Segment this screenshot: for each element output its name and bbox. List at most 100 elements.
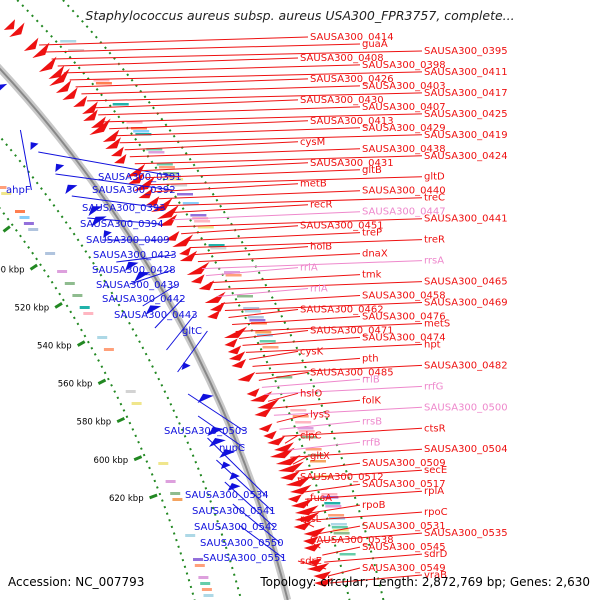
right-label-leader: [324, 553, 423, 563]
right-label-leader: [287, 441, 361, 451]
forward-cds-arrow: [126, 163, 146, 177]
right-gene-label: clpC: [300, 430, 322, 441]
right-gene-label: lysS: [310, 409, 330, 420]
right-label-leader: [92, 99, 299, 109]
right-label-leader: [235, 323, 423, 332]
forward-cds-arrow: [23, 37, 39, 51]
cog-category-bar: [298, 430, 315, 433]
right-label-leader: [290, 448, 423, 458]
inner-feature-bar: [170, 492, 181, 495]
forward-cds-arrow: [89, 118, 111, 135]
right-label-leader: [193, 246, 309, 256]
right-gene-label: metS: [424, 319, 450, 330]
cog-category-bar: [321, 493, 338, 496]
right-label-leader: [139, 162, 309, 172]
right-label-leader: [261, 378, 361, 388]
right-gene-label: SAUSA300_0438: [362, 144, 446, 155]
right-label-leader: [297, 560, 327, 570]
right-label-leader: [228, 309, 299, 318]
reverse-cds-arrow: [30, 142, 39, 150]
tick-label: 600 kbp: [94, 456, 129, 466]
inner-feature-bar: [185, 534, 196, 537]
inner-feature-bar: [193, 558, 203, 561]
forward-cds-arrow: [179, 246, 192, 256]
right-gene-label: SAUSA300_0458: [362, 291, 446, 302]
left-label-leader: [55, 173, 173, 191]
forward-cds-arrow: [83, 109, 98, 121]
right-gene-label: SAUSA300_0398: [362, 60, 446, 71]
inner-feature-bar: [57, 270, 68, 273]
cog-category-bar: [60, 40, 77, 43]
right-label-leader: [205, 267, 299, 277]
cog-category-bar: [131, 127, 147, 130]
left-gene-label: SAUSA300_0428: [92, 265, 176, 276]
right-label-leader: [109, 120, 309, 130]
left-gene-label: SAUSA300_0551: [203, 553, 287, 564]
cog-category-bar: [210, 247, 227, 250]
right-label-leader: [114, 127, 361, 137]
forward-cds-arrow: [294, 505, 319, 516]
right-gene-label: hpt: [424, 339, 441, 350]
inner-feature-bar: [64, 282, 75, 285]
cog-category-bar: [93, 79, 110, 82]
right-gene-label: SAUSA300_0545: [362, 542, 446, 553]
left-gene-label: SAUSA300_0550: [200, 538, 284, 549]
right-label-leader: [329, 574, 423, 584]
cog-category-bar: [262, 346, 279, 349]
right-gene-label: hslO: [300, 388, 322, 399]
right-label-leader: [302, 483, 361, 493]
cog-category-bar: [255, 331, 272, 334]
tick-mark: [116, 416, 126, 424]
right-gene-label: folK: [362, 395, 381, 406]
right-gene-label: ctsR: [424, 423, 446, 434]
left-label-leader: [166, 314, 195, 351]
right-gene-label: SAUSA300_0451: [300, 221, 384, 232]
inner-feature-bar: [131, 402, 142, 405]
right-gene-label: holB: [310, 242, 332, 253]
tick-mark: [97, 378, 107, 385]
cog-category-bar: [112, 103, 129, 106]
left-label-leader: [71, 195, 163, 209]
forward-cds-arrow: [278, 461, 304, 473]
left-gene-label: gltC: [182, 326, 202, 337]
right-gene-label: gltX: [310, 451, 330, 462]
reverse-cds-arrow: [55, 163, 65, 172]
forward-cds-arrow: [127, 172, 145, 184]
cog-category-bar: [331, 526, 348, 529]
forward-cds-arrow: [207, 310, 221, 320]
forward-cds-arrow: [303, 527, 326, 537]
right-label-leader: [318, 532, 423, 542]
right-label-leader: [282, 427, 423, 437]
accession-value: NC_007793: [75, 575, 145, 589]
cog-category-bar: [95, 82, 112, 85]
left-label-leader: [224, 481, 275, 528]
right-gene-label: SAUSA300_0430: [300, 95, 384, 106]
left-label-leader: [197, 415, 245, 449]
tick-mark: [54, 302, 63, 309]
right-gene-label: SAUSA300_0419: [424, 130, 508, 141]
left-label-leader: [207, 437, 266, 496]
right-label-leader: [129, 148, 361, 158]
cog-category-bar: [324, 502, 341, 505]
right-label-leader: [45, 43, 361, 53]
right-gene-label: SAUSA300_0531: [362, 521, 446, 532]
reverse-cds-arrow: [219, 449, 236, 458]
topology-label: Topology:: [260, 575, 317, 589]
right-gene-label: rpsL: [300, 514, 322, 525]
right-gene-label: rplA: [424, 486, 444, 497]
right-label-leader: [292, 455, 309, 465]
cog-category-bar: [330, 523, 347, 526]
cog-category-bar: [339, 553, 356, 556]
tick-label: 560 kbp: [58, 380, 93, 390]
right-label-leader: [149, 176, 423, 186]
left-gene-label: SAUSA300_0392: [92, 185, 176, 196]
cog-category-bar: [247, 316, 264, 319]
cog-category-bar: [325, 505, 342, 508]
forward-cds-arrow: [204, 291, 226, 303]
inner-feature-bar: [165, 480, 176, 483]
forward-cds-arrow: [227, 345, 242, 355]
cog-category-bar: [301, 436, 317, 439]
right-gene-label: pth: [362, 353, 379, 364]
cog-category-bar: [182, 202, 199, 205]
right-gene-label: SAUSA300_0485: [310, 367, 394, 378]
